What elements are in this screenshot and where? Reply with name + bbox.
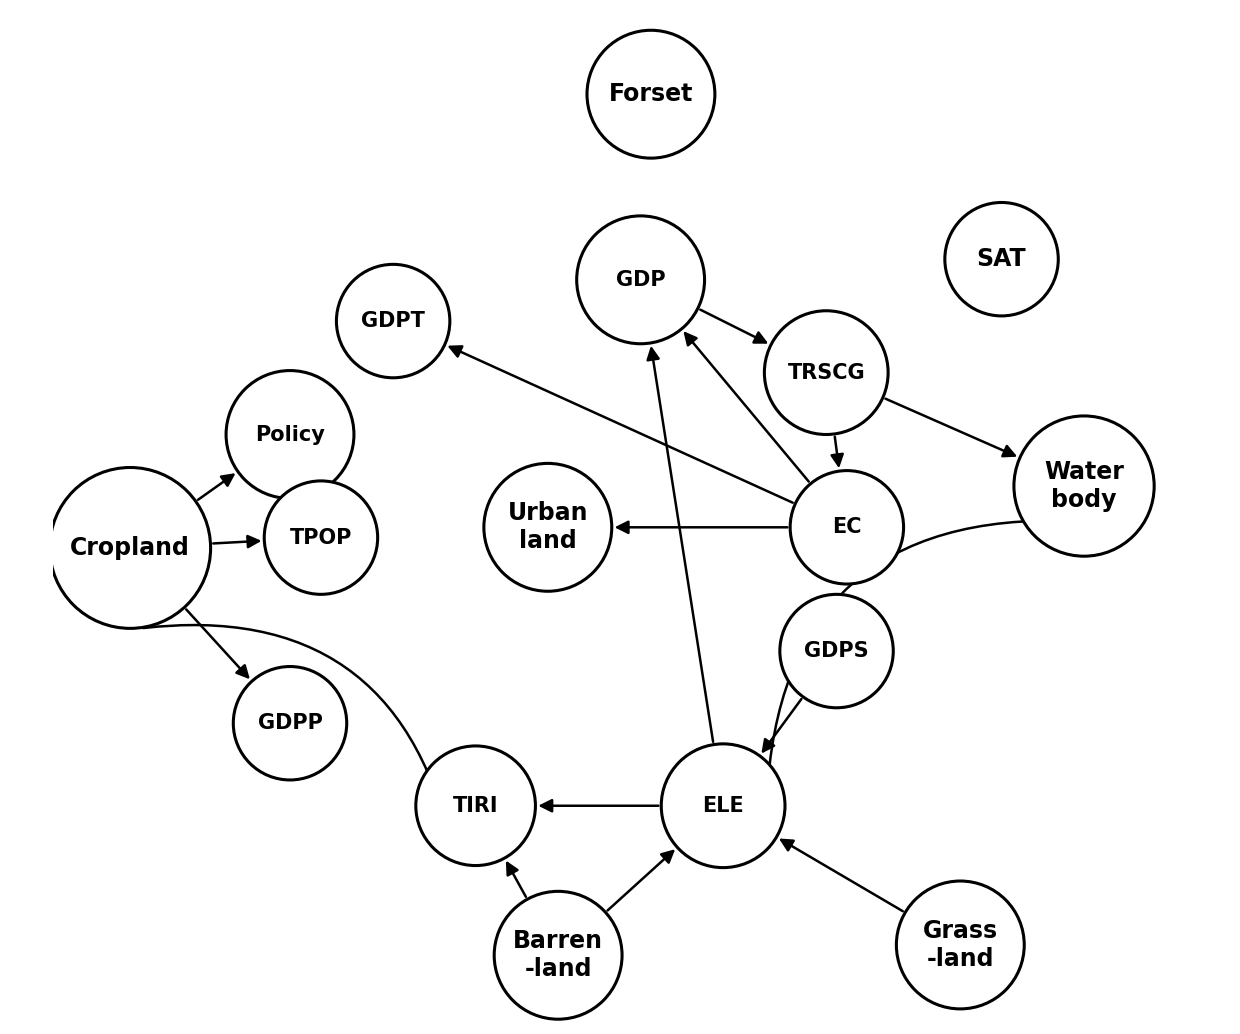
Circle shape <box>790 470 904 584</box>
Circle shape <box>226 370 353 498</box>
Circle shape <box>764 311 888 434</box>
Circle shape <box>587 30 715 158</box>
Text: ELE: ELE <box>702 796 744 816</box>
Text: Policy: Policy <box>255 425 325 445</box>
Circle shape <box>336 265 450 377</box>
Circle shape <box>945 203 1058 316</box>
Text: GDPT: GDPT <box>361 311 425 331</box>
Circle shape <box>780 595 893 708</box>
Circle shape <box>495 891 622 1020</box>
Text: Urban
land: Urban land <box>507 501 588 553</box>
Circle shape <box>577 216 704 343</box>
Text: GDP: GDP <box>616 270 666 290</box>
Circle shape <box>264 481 378 595</box>
Text: TPOP: TPOP <box>290 527 352 548</box>
Text: TIRI: TIRI <box>453 796 498 816</box>
Text: Water
body: Water body <box>1044 460 1123 512</box>
Circle shape <box>897 881 1024 1009</box>
Circle shape <box>50 467 211 629</box>
Circle shape <box>1014 416 1154 556</box>
Text: Grass
-land: Grass -land <box>923 919 998 971</box>
Text: SAT: SAT <box>977 247 1027 271</box>
Circle shape <box>484 463 611 591</box>
Circle shape <box>661 743 785 868</box>
Text: Forset: Forset <box>609 82 693 107</box>
Text: TRSCG: TRSCG <box>787 363 866 383</box>
Text: GDPS: GDPS <box>805 641 869 661</box>
Text: EC: EC <box>832 517 862 538</box>
Text: Cropland: Cropland <box>71 536 190 560</box>
Circle shape <box>415 746 536 865</box>
Text: Barren
-land: Barren -land <box>513 930 603 981</box>
Text: GDPP: GDPP <box>258 713 322 733</box>
Circle shape <box>233 667 347 780</box>
